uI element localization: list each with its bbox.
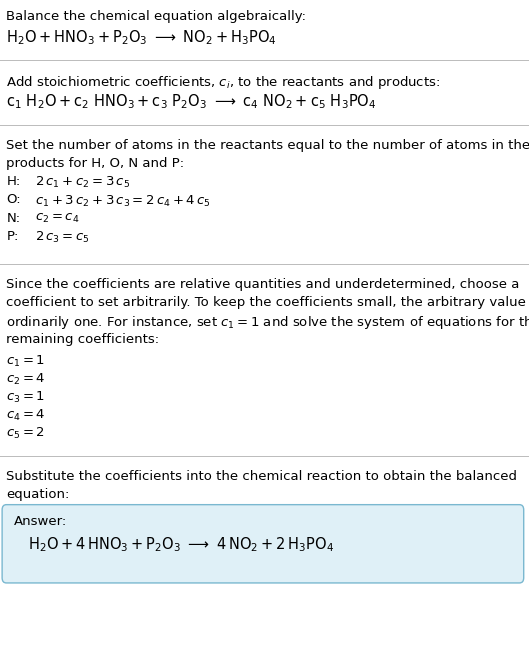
Text: $\mathrm{H_2O + HNO_3 + P_2O_3 \ \longrightarrow \ NO_2 + H_3PO_4}$: $\mathrm{H_2O + HNO_3 + P_2O_3 \ \longri… [6,28,277,47]
Text: Set the number of atoms in the reactants equal to the number of atoms in the: Set the number of atoms in the reactants… [6,139,529,152]
Text: ordinarily one. For instance, set $c_1 = 1$ and solve the system of equations fo: ordinarily one. For instance, set $c_1 =… [6,314,529,331]
Text: $c_2 = c_4$: $c_2 = c_4$ [35,212,80,225]
Text: $c_1 = 1$: $c_1 = 1$ [6,354,45,369]
Text: remaining coefficients:: remaining coefficients: [6,333,159,345]
Text: coefficient to set arbitrarily. To keep the coefficients small, the arbitrary va: coefficient to set arbitrarily. To keep … [6,296,529,309]
Text: equation:: equation: [6,488,70,501]
Text: $c_5 = 2$: $c_5 = 2$ [6,426,45,441]
Text: Add stoichiometric coefficients, $c_i$, to the reactants and products:: Add stoichiometric coefficients, $c_i$, … [6,74,441,91]
Text: $c_4 = 4$: $c_4 = 4$ [6,408,46,423]
Text: Substitute the coefficients into the chemical reaction to obtain the balanced: Substitute the coefficients into the che… [6,470,517,483]
Text: O:: O: [6,193,21,206]
Text: $2\,c_1 + c_2 = 3\,c_5$: $2\,c_1 + c_2 = 3\,c_5$ [35,175,131,190]
Text: Answer:: Answer: [14,515,68,528]
Text: $\mathrm{c_1\ H_2O + c_2\ HNO_3 + c_3\ P_2O_3 \ \longrightarrow \ c_4\ NO_2 + c_: $\mathrm{c_1\ H_2O + c_2\ HNO_3 + c_3\ P… [6,93,377,111]
Text: $2\,c_3 = c_5$: $2\,c_3 = c_5$ [35,230,90,245]
Text: $c_2 = 4$: $c_2 = 4$ [6,372,46,387]
Text: $c_1 + 3\,c_2 + 3\,c_3 = 2\,c_4 + 4\,c_5$: $c_1 + 3\,c_2 + 3\,c_3 = 2\,c_4 + 4\,c_5… [35,193,211,208]
Text: P:: P: [6,230,19,243]
Text: products for H, O, N and P:: products for H, O, N and P: [6,157,185,170]
Text: $\mathrm{H_2O + 4\,HNO_3 + P_2O_3 \ \longrightarrow \ 4\,NO_2 + 2\,H_3PO_4}$: $\mathrm{H_2O + 4\,HNO_3 + P_2O_3 \ \lon… [28,536,333,554]
Text: Since the coefficients are relative quantities and underdetermined, choose a: Since the coefficients are relative quan… [6,278,519,291]
Text: Balance the chemical equation algebraically:: Balance the chemical equation algebraica… [6,10,306,23]
Text: N:: N: [6,212,21,225]
FancyBboxPatch shape [2,505,524,583]
Text: $c_3 = 1$: $c_3 = 1$ [6,390,45,405]
Text: H:: H: [6,175,21,188]
